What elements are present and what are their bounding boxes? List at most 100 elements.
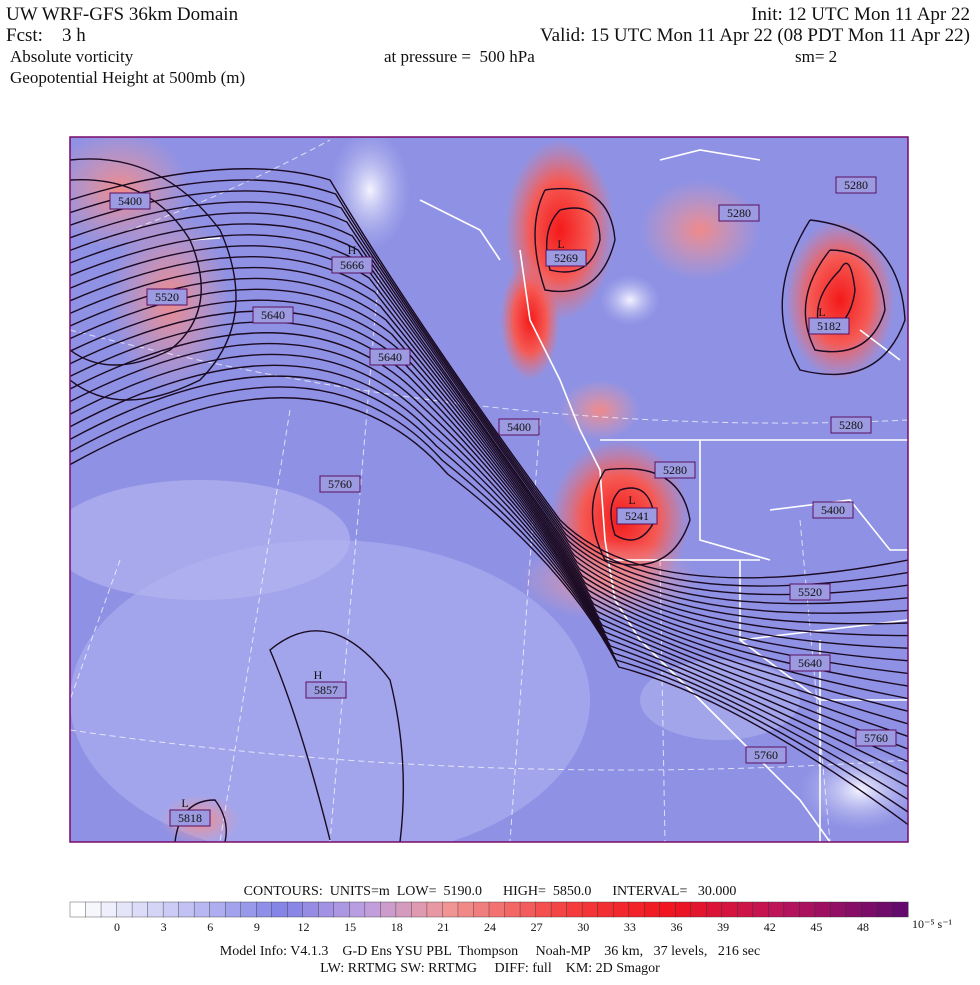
colorbar-unit: 10⁻⁵ s⁻¹ xyxy=(912,917,953,931)
contour-label: H xyxy=(348,243,357,257)
init-time: Init: 12 UTC Mon 11 Apr 22 xyxy=(751,4,970,25)
colorbar-swatch xyxy=(566,901,583,918)
colorbar-swatch xyxy=(752,901,769,918)
colorbar-swatch xyxy=(892,901,909,918)
colorbar-swatch xyxy=(147,901,164,918)
pressure-level: at pressure = 500 hPa xyxy=(384,47,535,66)
contour-label: L xyxy=(181,796,188,810)
height-contour xyxy=(70,179,908,587)
height-contour xyxy=(70,353,908,775)
contour-label: 5400 xyxy=(507,420,531,434)
colorbar-swatch xyxy=(535,901,552,918)
colorbar-swatch xyxy=(550,901,568,918)
contour-label: 5241 xyxy=(625,509,649,523)
colorbar-swatch xyxy=(380,901,397,918)
colorbar-label: 39 xyxy=(717,920,729,934)
contour-label: 5818 xyxy=(178,811,202,825)
valid-time: Valid: 15 UTC Mon 11 Apr 22 (08 PDT Mon … xyxy=(540,25,970,46)
contour-label-box xyxy=(789,654,831,672)
height-contours xyxy=(70,158,908,842)
colorbar-label: 42 xyxy=(764,920,776,934)
forecast-hour: Fcst: 3 h xyxy=(6,25,86,46)
height-contour xyxy=(70,332,908,750)
colorbar-swatch xyxy=(302,901,319,918)
colorbar-swatch xyxy=(209,901,226,918)
colorbar-label: 6 xyxy=(207,920,213,934)
contour-label: 5760 xyxy=(754,748,778,762)
height-contour xyxy=(70,364,908,788)
contour-label-box xyxy=(369,348,411,366)
colorbar-swatch xyxy=(287,901,304,918)
contour-label: 5280 xyxy=(839,418,863,432)
colorbar-swatch xyxy=(85,901,102,918)
contour-label-box xyxy=(789,583,831,601)
colorbar-swatch xyxy=(597,901,614,918)
colorbar-swatch xyxy=(768,901,785,918)
contour-label-box xyxy=(319,475,361,493)
colorbar-swatch xyxy=(861,901,878,918)
height-contour xyxy=(70,299,908,712)
colorbar-label: 3 xyxy=(161,920,167,934)
height-contour xyxy=(70,234,908,637)
height-contour xyxy=(70,201,908,605)
colorbar-swatch xyxy=(364,901,381,918)
colorbar-swatch xyxy=(659,901,676,918)
height-contour xyxy=(70,310,908,725)
colorbar-swatch xyxy=(178,901,195,918)
colorbar-swatch xyxy=(318,901,335,918)
height-contour xyxy=(70,397,908,826)
height-contour xyxy=(70,266,908,675)
colorbar-swatch xyxy=(426,901,443,918)
height-contour xyxy=(70,223,908,625)
colorbar-swatch xyxy=(830,901,847,918)
contour-label: 5666 xyxy=(340,258,364,272)
colorbar-label: 21 xyxy=(437,920,449,934)
physics-info: LW: RRTMG SW: RRTMG DIFF: full KM: 2D Sm… xyxy=(320,961,660,976)
contour-info: CONTOURS: UNITS=m LOW= 5190.0 HIGH= 5850… xyxy=(244,884,737,899)
contour-label-box xyxy=(808,317,850,335)
contour-label-box xyxy=(745,746,787,764)
colorbar-label: 27 xyxy=(531,920,543,934)
colorbar-label: 24 xyxy=(484,920,496,934)
height-contour xyxy=(70,245,908,649)
colorbar-label: 36 xyxy=(671,920,683,934)
contour-label: 5400 xyxy=(118,194,142,208)
colorbar-swatch xyxy=(162,901,180,918)
height-contour xyxy=(70,375,908,800)
colorbar-label: 9 xyxy=(254,920,260,934)
colorbar-swatch xyxy=(116,901,133,918)
height-contour xyxy=(70,277,908,687)
colorbar-label: 48 xyxy=(857,920,869,934)
colorbar-swatch xyxy=(442,901,459,918)
colorbar-label: 0 xyxy=(114,920,120,934)
colorbar-swatch xyxy=(271,901,288,918)
colorbar-swatch xyxy=(224,901,242,918)
contour-label-box xyxy=(305,681,347,699)
contour-label: 5280 xyxy=(727,206,751,220)
contour-label-box xyxy=(146,288,188,306)
lat-lon-grid xyxy=(70,139,908,842)
colorbar-swatch xyxy=(845,901,862,918)
model-info: Model Info: V4.1.3 G-D Ens YSU PBL Thomp… xyxy=(220,944,760,959)
colorbar-swatch xyxy=(504,901,521,918)
height-contour xyxy=(70,190,908,596)
colorbar-swatch xyxy=(100,901,118,918)
contour-label: 5760 xyxy=(864,731,888,745)
height-contour xyxy=(70,212,908,614)
contour-label: L xyxy=(628,493,635,507)
colorbar-swatch xyxy=(612,901,630,918)
colorbar-swatch xyxy=(783,901,800,918)
colorbar: 0 3 6 9 12 15 18 21 24 27 30 33 36 39 42 45 48 xyxy=(69,901,909,934)
colorbar-label: 15 xyxy=(344,920,356,934)
colorbar-swatch xyxy=(473,901,490,918)
colorbar-swatch xyxy=(131,901,149,918)
contour-label-box xyxy=(616,507,658,525)
height-contour xyxy=(70,288,908,700)
colorbar-swatch xyxy=(643,901,661,918)
field-name: Absolute vorticity xyxy=(10,47,134,66)
colorbar-swatch xyxy=(628,901,645,918)
colorbar-swatch xyxy=(799,901,816,918)
contour-label: 5640 xyxy=(378,350,402,364)
contour-label-box xyxy=(498,418,540,436)
colorbar-swatch xyxy=(876,901,893,918)
